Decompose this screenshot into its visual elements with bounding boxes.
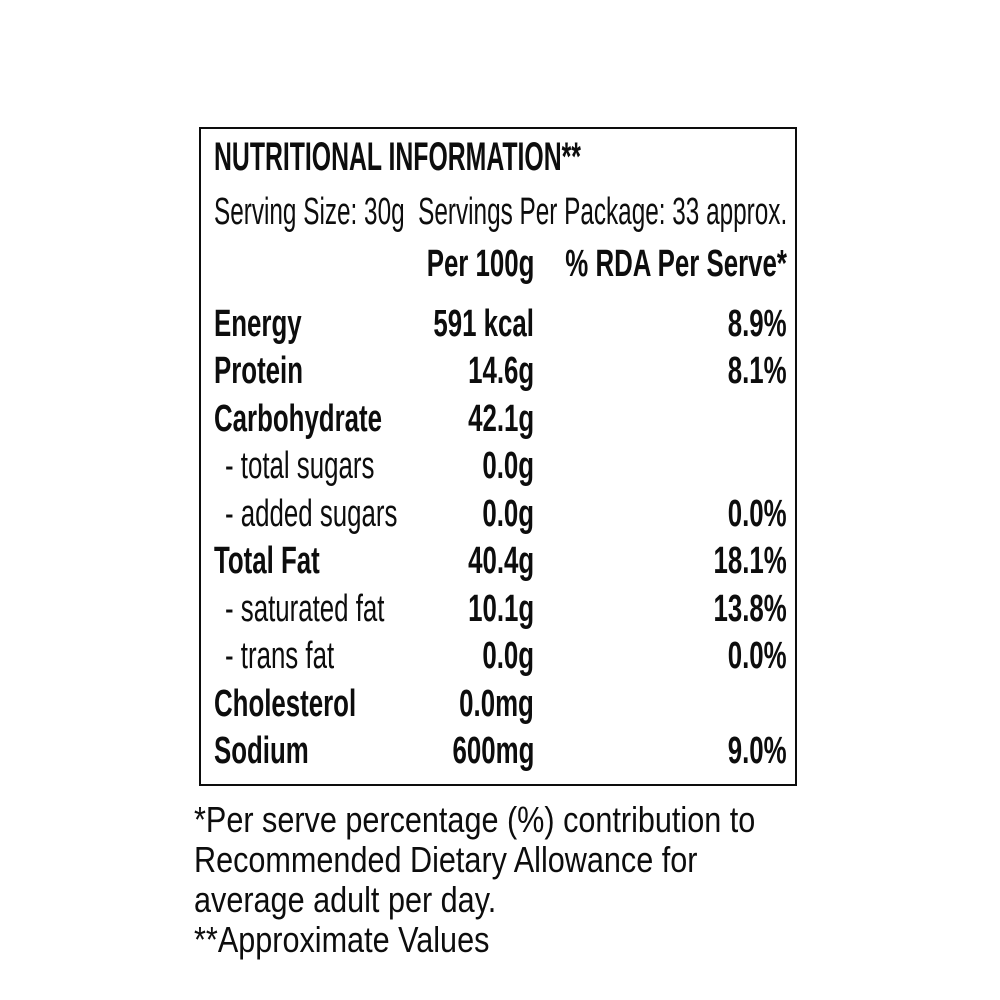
footnote-rda-explanation-line-2: Recommended Dietary Allowance for [194,839,698,880]
per-100g-value: 0.0g [354,443,534,491]
footnote-rda-explanation-line-3: average adult per day. [194,879,497,920]
rda-value-text: 13.8% [713,587,787,630]
rda-column-header-text: % RDA Per Serve* [565,243,787,285]
footnote-line: average adult per day. [194,880,854,920]
rda-value [534,443,787,491]
nutrient-name-text: - total sugars [225,445,375,487]
per-100g-value: 14.6g [354,348,534,396]
table-row-sodium: Sodium 600mg 9.0% [214,728,787,776]
nutrient-name-text: Sodium [214,730,309,772]
rda-value: 13.8% [534,586,787,634]
per-100g-value-text: 0.0g [482,492,534,535]
nutrient-name-text: Carbohydrate [214,397,383,440]
rda-value: 9.0% [534,728,787,776]
rda-value-text: 8.9% [728,302,787,345]
rda-value [534,396,787,444]
nutrient-name: Cholesterol [214,681,357,729]
per-100g-value-text: 0.0mg [459,682,534,725]
rda-value [534,681,787,729]
rda-value-text: 0.0% [728,492,787,535]
rda-value-text: 9.0% [728,730,787,772]
per-100g-value-text: 10.1g [467,587,534,630]
footnote-line: *Per serve percentage (%) contribution t… [194,800,854,840]
per-100g-column-header-text: Per 100g [426,243,534,285]
per-100g-value-text: 40.4g [467,540,534,582]
per-100g-value: 600mg [354,728,534,776]
nutrient-name: Energy [214,301,354,349]
table-row-total-sugars: - total sugars 0.0g [214,443,787,491]
nutrient-name-text: - saturated fat [225,587,385,630]
rda-value: 0.0% [534,633,787,681]
table-row-added-sugars: - added sugars 0.0g 0.0% [214,491,787,539]
table-row-saturated-fat: - saturated fat 10.1g 13.8% [214,586,787,634]
table-row-protein: Protein 14.6g 8.1% [214,348,787,396]
footnote-line: **Approximate Values [194,920,854,960]
per-100g-value-text: 42.1g [467,397,534,440]
table-row-cholesterol: Cholesterol 0.0mg [214,681,787,729]
serving-info: Serving Size: 30g Servings Per Package: … [214,189,787,235]
per-100g-value: 0.0mg [354,681,534,729]
rda-value: 0.0% [534,491,787,539]
per-100g-value-text: 600mg [452,730,534,772]
nutrient-name: Carbohydrate [214,396,382,444]
per-100g-value: 591 kcal [354,301,534,349]
per-100g-value-text: 591 kcal [433,302,534,345]
table-header-row: Per 100g % RDA Per Serve* [214,241,787,288]
nutrient-name-text: Cholesterol [214,682,357,725]
per-100g-value: 10.1g [354,586,534,634]
per-100g-value-text: 0.0g [482,445,534,487]
nutrient-name: Total Fat [214,538,354,586]
per-100g-value: 42.1g [354,396,534,444]
rda-value-text: 8.1% [728,350,787,392]
table-row-energy: Energy 591 kcal 8.9% [214,301,787,349]
per-100g-column-header: Per 100g [354,241,534,288]
footnote-rda-explanation-line-1: *Per serve percentage (%) contribution t… [194,799,756,840]
footnote-line: Recommended Dietary Allowance for [194,840,854,880]
rda-value-text: 18.1% [713,540,787,582]
nutrient-name-text: Total Fat [214,540,320,582]
rda-value: 8.9% [534,301,787,349]
nutrient-column-header [214,241,354,288]
footnote-approximate-values: **Approximate Values [194,919,490,960]
rda-column-header: % RDA Per Serve* [534,241,787,288]
table-row-trans-fat: - trans fat 0.0g 0.0% [214,633,787,681]
per-100g-value: 0.0g [354,491,534,539]
per-100g-value: 0.0g [354,633,534,681]
per-100g-value-text: 14.6g [467,350,534,392]
nutrient-name: - trans fat [214,633,354,681]
rda-value: 18.1% [534,538,787,586]
table-row-total-fat: Total Fat 40.4g 18.1% [214,538,787,586]
nutrition-table: Energy 591 kcal 8.9% Protein 14.6g 8.1% … [214,301,787,776]
rda-value-text: 0.0% [728,635,787,677]
table-row-carbohydrate: Carbohydrate 42.1g [214,396,787,444]
nutrition-label-box: NUTRITIONAL INFORMATION** Serving Size: … [199,127,797,786]
nutrient-name-text: Protein [214,350,304,392]
nutrient-name: - total sugars [214,443,374,491]
nutrient-name-text: - trans fat [225,635,335,677]
footnotes: *Per serve percentage (%) contribution t… [194,800,854,960]
nutrient-name: Sodium [214,728,354,776]
per-100g-value-text: 0.0g [482,635,534,677]
per-100g-value: 40.4g [354,538,534,586]
nutrient-name-text: - added sugars [225,492,398,535]
nutrition-title: NUTRITIONAL INFORMATION** [214,135,787,179]
rda-value: 8.1% [534,348,787,396]
nutrition-title-text: NUTRITIONAL INFORMATION** [214,135,581,179]
nutrient-name: - saturated fat [214,586,384,634]
nutrient-name: - added sugars [214,491,397,539]
serving-info-text: Serving Size: 30g Servings Per Package: … [214,191,788,233]
nutrient-name-text: Energy [214,302,302,345]
nutrient-name: Protein [214,348,354,396]
